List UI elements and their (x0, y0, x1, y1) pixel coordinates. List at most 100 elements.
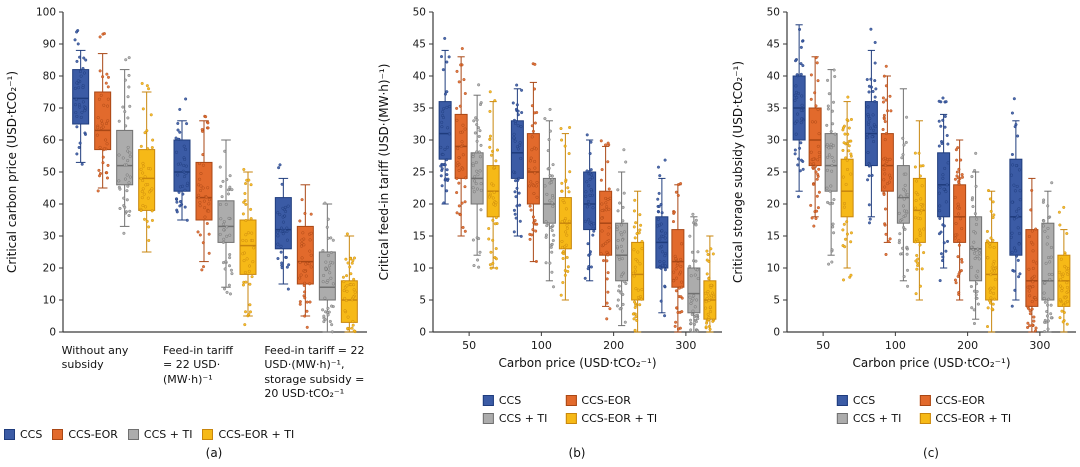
y-tick-label: 50 (767, 7, 780, 19)
box-group (671, 182, 685, 333)
x-tick-label: 100 (531, 339, 552, 352)
box-group (864, 27, 878, 225)
box-group (631, 190, 645, 333)
box-group (840, 95, 854, 282)
legend-label-ccs-eor-ti: CCS-EOR + TI (218, 428, 295, 441)
box-group (510, 83, 524, 238)
y-tick-label: 70 (43, 103, 56, 115)
legend-item-ccs-eor: CCS-EOR (919, 394, 985, 407)
y-tick-label: 25 (767, 167, 780, 179)
box-group (318, 201, 336, 334)
box-group (1041, 181, 1055, 334)
legend-swatch-ccs (4, 429, 15, 440)
y-tick-label: 10 (413, 263, 426, 275)
box-group (792, 24, 806, 199)
box-group (195, 114, 213, 272)
x-tick-label: 200 (957, 339, 978, 352)
legend-swatch-ccs (482, 395, 494, 406)
y-tick-label: 10 (43, 295, 56, 307)
legend-item-ccs-ti: CCS + TI (127, 428, 193, 441)
box-group (655, 158, 669, 318)
legend-item-ccs-ti: CCS + TI (482, 412, 548, 425)
y-tick-label: 35 (767, 103, 780, 115)
y-tick-label: 60 (43, 135, 56, 147)
legend-label-ccs: CCS (852, 394, 876, 407)
x-tick-label: 200 (603, 339, 624, 352)
legend-swatch-ccs-ti (836, 413, 848, 424)
x-category-labels-a: Without any subsidy Feed-in tariff = 22 U… (0, 344, 372, 428)
y-tick-label: 15 (413, 231, 426, 243)
panel-c: Critical storage subsidy (USD·tCO₂⁻¹) 0 5… (726, 0, 1080, 467)
legend-label-ccs: CCS (20, 428, 43, 441)
boxplot-chart-a: 0 10 20 30 40 50 60 70 80 90 100 (36, 7, 367, 339)
box-group (116, 56, 134, 235)
box-group (340, 232, 358, 334)
box-group (239, 167, 257, 327)
box-group (454, 47, 468, 237)
legend-item-ccs-eor: CCS-EOR (52, 428, 118, 441)
panel-a: Critical carbon price (USD·tCO₂⁻¹) 0 10 20… (0, 0, 372, 467)
box-group (1009, 97, 1023, 308)
legend-swatch-ccs (836, 395, 848, 406)
y-axis-label-b: Critical feed-in tariff (USD·(MW·h)⁻¹) (377, 63, 391, 281)
y-tick-label: 20 (413, 199, 426, 211)
box-group (599, 139, 613, 321)
box-group (969, 151, 983, 326)
y-tick-label: 90 (43, 39, 56, 51)
box-group (72, 29, 90, 166)
legend-item-ccs-eor-ti: CCS-EOR + TI (202, 428, 294, 441)
x-tick-label: 300 (1029, 339, 1050, 352)
legend-b: CCS CCS-EOR CCS + TI CCS-EOR + TI (482, 394, 657, 425)
box-group (583, 133, 597, 282)
x-tick-label: 300 (675, 339, 696, 352)
box-group (274, 163, 292, 291)
legend-swatch-ccs-eor-ti (202, 429, 214, 440)
y-tick-label: 25 (413, 167, 426, 179)
y-tick-label: 80 (43, 71, 56, 83)
box-group (217, 139, 235, 296)
legend-item-ccs-eor: CCS-EOR (565, 394, 631, 407)
y-tick-label: 0 (419, 327, 426, 339)
legend-item-ccs-eor-ti: CCS-EOR + TI (919, 412, 1011, 425)
box-group (824, 68, 838, 266)
legend-item-ccs-eor-ti: CCS-EOR + TI (565, 412, 657, 425)
legend-swatch-ccs-eor-ti (565, 413, 577, 424)
legend-label-ccs: CCS (498, 394, 522, 407)
legend-swatch-ccs-eor (52, 429, 64, 440)
box-group (912, 120, 926, 301)
box-group (615, 148, 629, 327)
box-group (880, 64, 894, 257)
box-group (1057, 205, 1071, 333)
box-group (94, 32, 112, 193)
legend-label-ccs-ti: CCS + TI (143, 428, 193, 441)
legend-item-ccs: CCS (4, 428, 42, 441)
legend-label-ccs-eor: CCS-EOR (68, 428, 118, 441)
box-group (808, 56, 822, 228)
legend-swatch-ccs-ti (482, 413, 494, 424)
y-tick-label: 50 (43, 167, 56, 179)
box-group (173, 97, 191, 222)
y-tick-label: 40 (413, 71, 426, 83)
legend-label-ccs-ti: CCS + TI (852, 412, 902, 425)
y-tick-label: 5 (773, 295, 780, 307)
box-group (470, 83, 484, 269)
x-category-label: Without any subsidy (61, 344, 129, 372)
legend-c: CCS CCS-EOR CCS + TI CCS-EOR + TI (836, 394, 1011, 425)
y-axis-label-c: Critical storage subsidy (USD·tCO₂⁻¹) (731, 60, 745, 284)
y-tick-label: 30 (767, 135, 780, 147)
x-category-label: Feed-in tariff = 22 USD· (MW·h)⁻¹ (163, 344, 233, 386)
panel-letter-b: (b) (568, 446, 586, 460)
box-group (953, 139, 967, 301)
legend-a: CCS CCS-EOR CCS + TI CCS-EOR + TI (4, 428, 294, 441)
y-tick-label: 10 (767, 263, 780, 275)
y-tick-label: 20 (767, 199, 780, 211)
box-group (985, 189, 999, 333)
box-group (296, 184, 314, 329)
box-group (703, 235, 717, 333)
y-tick-label: 15 (767, 231, 780, 243)
legend-label-ccs-ti: CCS + TI (498, 412, 548, 425)
x-tick-label: 100 (885, 339, 906, 352)
y-tick-label: 20 (43, 263, 56, 275)
boxplot-chart-b: 0 5 10 15 20 25 30 35 40 45 50 50 100 200 300 (413, 7, 722, 352)
